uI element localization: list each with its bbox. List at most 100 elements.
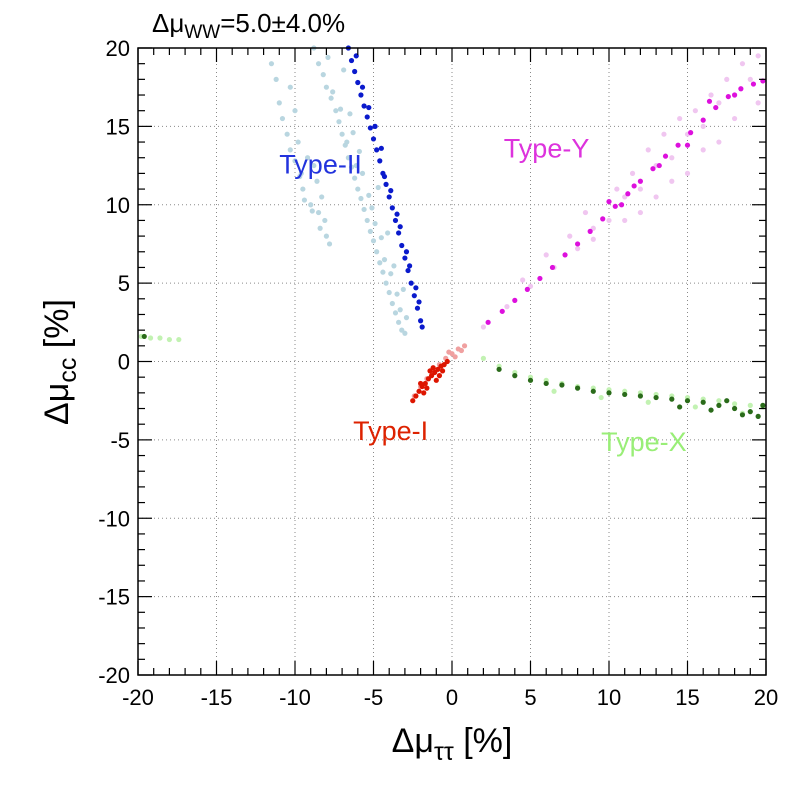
data-point xyxy=(411,293,417,299)
data-point xyxy=(590,388,596,394)
data-point xyxy=(669,396,675,402)
data-point xyxy=(383,181,389,187)
data-point xyxy=(598,394,604,401)
data-point xyxy=(405,267,411,274)
data-point xyxy=(675,142,681,148)
series-type-x-light xyxy=(138,333,766,416)
data-point xyxy=(662,153,669,159)
data-point xyxy=(606,217,612,224)
data-point xyxy=(359,84,366,90)
data-point xyxy=(418,380,424,387)
data-point xyxy=(421,390,427,396)
data-point xyxy=(389,205,395,211)
y-axis-label: Δμcc [%] xyxy=(38,299,82,425)
data-point xyxy=(688,130,694,136)
data-point xyxy=(527,377,534,383)
data-point xyxy=(330,89,336,95)
data-point xyxy=(600,216,606,222)
data-point xyxy=(396,319,402,325)
x-tick-label: -5 xyxy=(364,685,384,710)
data-point xyxy=(637,178,644,184)
data-point xyxy=(372,220,378,227)
data-point xyxy=(499,308,505,314)
data-point xyxy=(684,142,691,148)
y-tick-label: -5 xyxy=(110,428,130,453)
data-point xyxy=(359,170,366,176)
data-point xyxy=(400,286,406,292)
data-point xyxy=(631,183,637,189)
data-point xyxy=(567,233,573,239)
data-point xyxy=(582,209,589,216)
label-type-ii: Type-II xyxy=(279,149,362,179)
y-tick-label: 15 xyxy=(106,114,130,139)
data-point xyxy=(388,188,394,194)
tick-labels: -20 -15 -10 -5 0 5 10 15 20 -20 -15 -10 -5 0 5 10 15 20 xyxy=(98,36,778,710)
data-point xyxy=(724,76,730,82)
data-point xyxy=(637,393,644,399)
data-point xyxy=(372,123,378,129)
data-point xyxy=(537,275,543,282)
data-point xyxy=(358,92,364,98)
data-point xyxy=(328,95,334,101)
data-point xyxy=(416,388,422,394)
data-point xyxy=(345,155,351,161)
data-point xyxy=(364,217,370,224)
data-point xyxy=(738,86,744,92)
data-point xyxy=(301,197,308,203)
data-point xyxy=(725,93,731,100)
data-point xyxy=(424,385,430,391)
data-point xyxy=(614,186,620,192)
data-point xyxy=(732,92,738,98)
data-point xyxy=(273,76,279,82)
data-point xyxy=(355,79,361,86)
data-point xyxy=(458,347,465,354)
data-point xyxy=(380,269,386,275)
data-point xyxy=(708,407,714,413)
data-point xyxy=(386,289,392,296)
data-point xyxy=(337,106,344,112)
data-point xyxy=(433,377,439,383)
data-point xyxy=(692,404,698,410)
data-point xyxy=(336,119,342,125)
data-point xyxy=(637,186,644,192)
y-tick-label: 10 xyxy=(106,193,130,218)
data-point xyxy=(374,249,380,255)
data-point xyxy=(575,246,581,252)
data-point xyxy=(325,54,331,61)
data-point xyxy=(661,131,667,137)
data-point xyxy=(418,318,424,324)
data-point xyxy=(292,158,298,164)
data-point xyxy=(747,76,753,82)
label-type-x: Type-X xyxy=(601,427,687,457)
data-point xyxy=(732,115,738,122)
data-point xyxy=(355,186,361,192)
data-point xyxy=(700,123,706,129)
data-point xyxy=(622,391,628,398)
data-point xyxy=(716,100,722,106)
data-point xyxy=(397,224,403,230)
data-point xyxy=(414,305,421,311)
y-tick-label: 20 xyxy=(106,36,130,61)
data-point xyxy=(713,104,719,111)
data-point xyxy=(388,271,394,277)
data-point xyxy=(700,147,706,153)
data-point xyxy=(352,68,358,75)
data-point xyxy=(397,307,403,313)
y-tick-label: -15 xyxy=(98,585,130,610)
data-point xyxy=(341,67,347,73)
data-point xyxy=(147,335,154,341)
data-point xyxy=(549,264,556,271)
data-point xyxy=(297,173,303,180)
data-point xyxy=(399,242,405,249)
y-tick-label: 0 xyxy=(118,350,130,375)
data-point xyxy=(656,162,662,169)
data-point xyxy=(385,230,391,236)
data-point xyxy=(700,399,706,405)
data-point xyxy=(543,380,549,387)
data-point xyxy=(700,117,706,123)
label-type-i: Type-I xyxy=(353,416,428,446)
data-point xyxy=(176,336,182,343)
axis-ticks xyxy=(137,47,767,676)
data-point xyxy=(551,388,557,394)
data-point xyxy=(326,241,333,247)
